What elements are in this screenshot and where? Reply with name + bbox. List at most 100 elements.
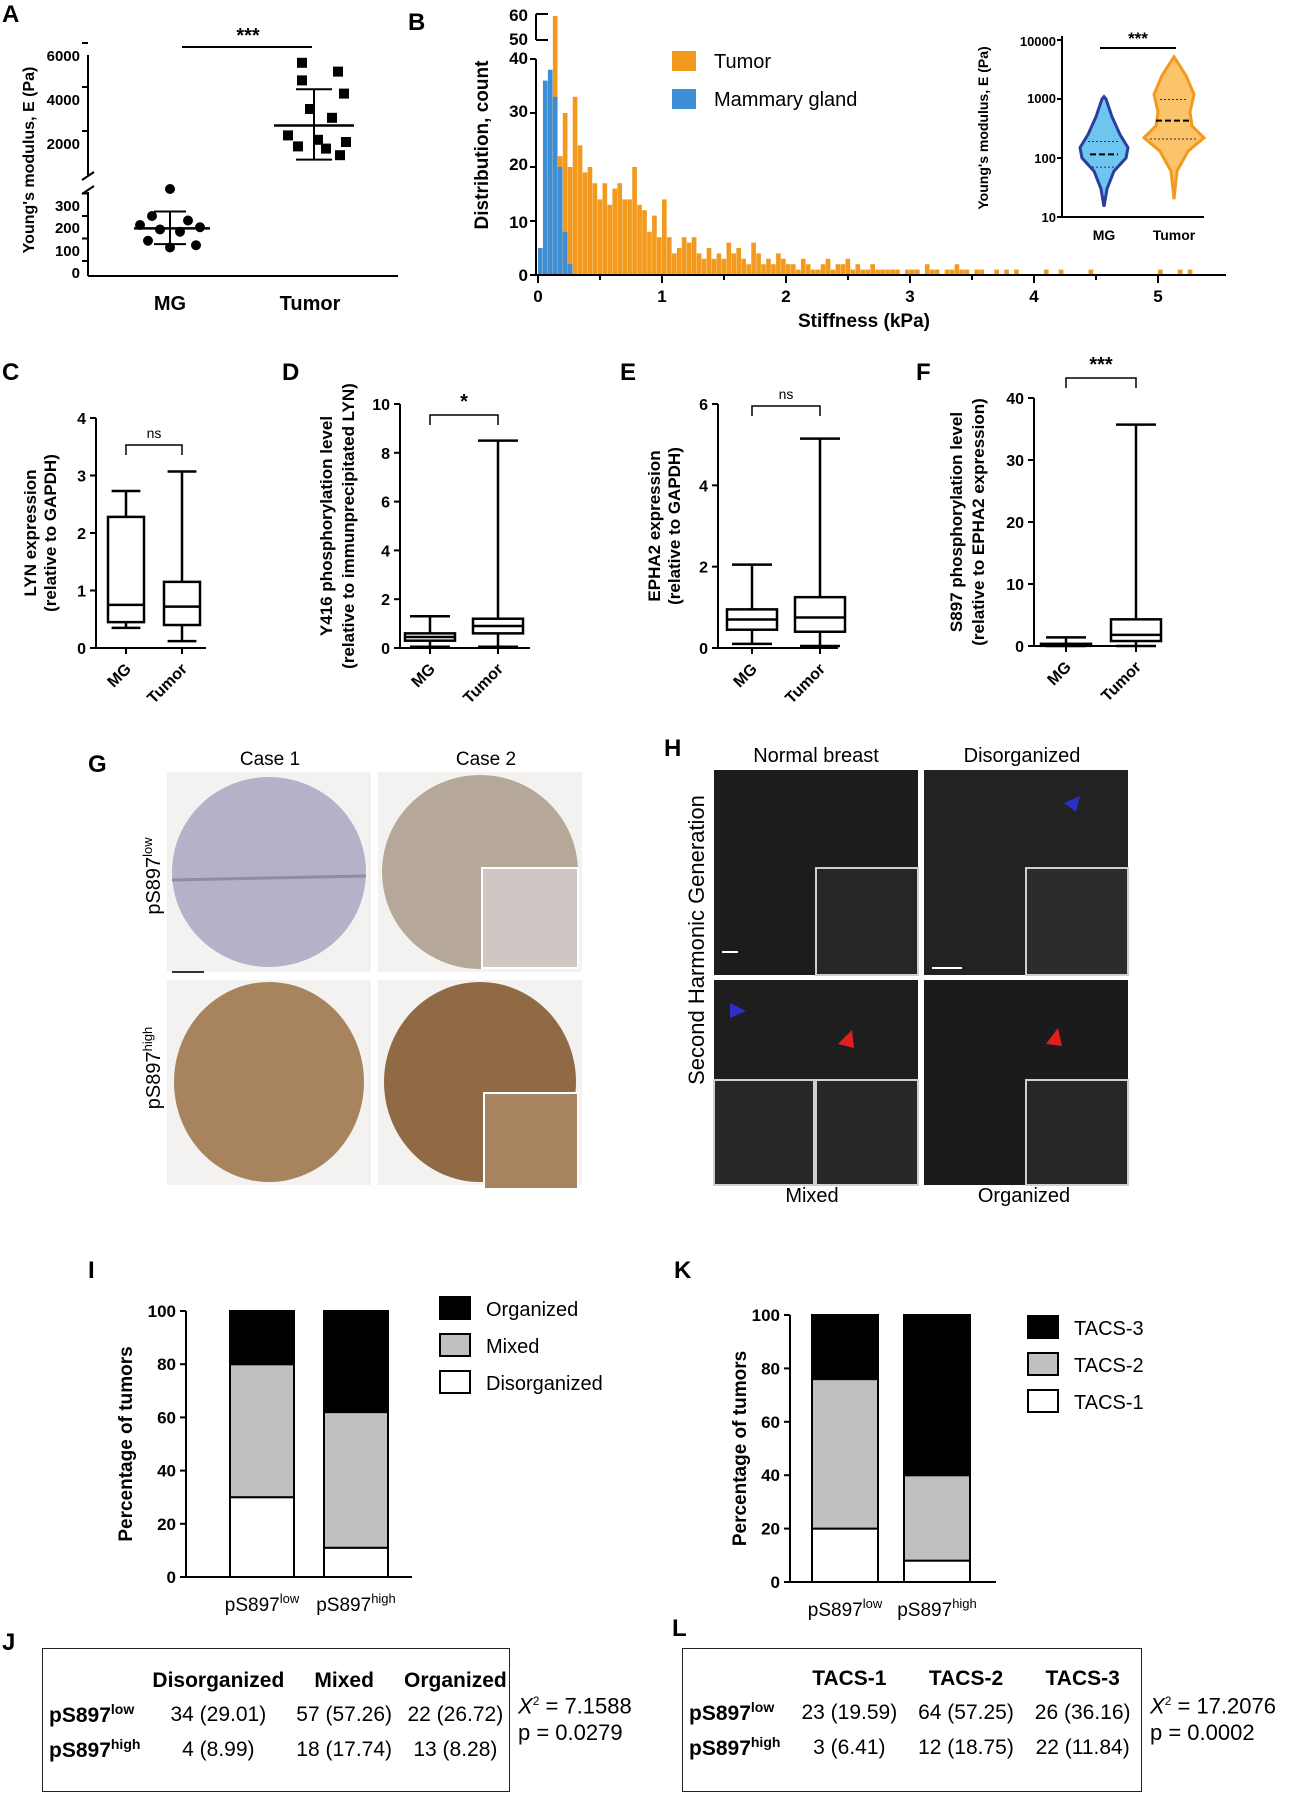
histogram-bar-tumor — [855, 264, 861, 275]
red-arrowhead-icon — [838, 1030, 854, 1048]
table-l: TACS-1 TACS-2 TACS-3 pS897low 23 (19.59)… — [682, 1648, 1142, 1792]
histogram-bar-tumor — [820, 264, 826, 275]
data-point-mg — [183, 215, 193, 226]
panel-c-significance: ns — [147, 425, 162, 441]
histogram-bar-tumor — [870, 264, 875, 275]
table-j-header-1: Disorganized — [152, 1669, 285, 1692]
panel-i-legend-label: Disorganized — [486, 1373, 603, 1395]
shg-inset-normal-breast — [815, 867, 919, 976]
panel-c-ytick: 2 — [77, 526, 86, 543]
ihc-inset-case2-high — [483, 1092, 579, 1190]
panel-i-stacked-bar: Percentage of tumors 0 20 40 60 80 100 pS897low… — [116, 1296, 603, 1616]
histogram-bar-tumor — [666, 237, 672, 275]
panel-letter-a: A — [2, 1, 19, 28]
panel-k-ytick: 60 — [761, 1413, 780, 1432]
panel-f-significance-bracket — [1065, 377, 1137, 388]
histogram-bar-tumor — [974, 269, 980, 275]
panel-d-ylabel: Y416 phosphorylation level — [317, 416, 336, 636]
histogram-bar-tumor — [786, 264, 791, 275]
panel-k-xtick: pS897low — [808, 1596, 883, 1621]
histogram-bar-tumor — [776, 253, 781, 275]
panel-h-bottom-left-label: Mixed — [785, 1185, 838, 1207]
histogram-bar-tumor — [731, 253, 737, 275]
panel-k-legend-swatch — [1027, 1389, 1059, 1413]
data-point-tumor — [313, 134, 323, 145]
panel-b-ytick-40: 40 — [509, 49, 528, 68]
panel-a-xtick-mg: MG — [154, 293, 186, 315]
blue-arrowhead-icon-2 — [730, 1003, 746, 1018]
histogram-bar-mammary-gland — [538, 248, 543, 275]
panel-b-ylabel: Distribution, count — [472, 60, 493, 230]
histogram-bar-tumor — [706, 248, 712, 275]
histogram-bar-tumor — [1043, 269, 1049, 275]
data-point-tumor — [297, 57, 307, 68]
histogram-bar-tumor — [716, 253, 722, 275]
panel-k-ytick: 20 — [761, 1520, 780, 1539]
histogram-bar-tumor — [905, 269, 910, 275]
panel-letter-f: F — [916, 359, 931, 386]
histogram-bar-tumor — [647, 231, 652, 275]
axis-break-mark — [81, 171, 95, 181]
panel-a-xtick-tumor: Tumor — [280, 293, 341, 315]
panel-letter-j: J — [2, 1629, 15, 1656]
panel-c-box — [162, 580, 202, 627]
table-j-stats: X2 = 7.1588 p = 0.0279 — [518, 1693, 632, 1746]
panel-b-xtick-1: 1 — [657, 287, 666, 306]
panel-a-ytick-4000: 4000 — [47, 92, 80, 109]
histogram-bar-tumor — [701, 258, 707, 275]
panel-f-boxplot: S897 phosphorylation level (relative to E… — [947, 354, 1163, 705]
blue-arrowhead-icon — [1064, 796, 1080, 812]
inset-ylabel: Young's modulus, E (Pa) — [975, 46, 991, 209]
data-point-tumor — [297, 75, 307, 86]
panel-letter-i: I — [88, 1257, 95, 1284]
panel-b-ytick-60: 60 — [509, 6, 528, 25]
histogram-bar-tumor — [781, 258, 786, 275]
histogram-bar-tumor — [949, 269, 955, 275]
histogram-bar-tumor — [1177, 269, 1183, 275]
histogram-bar-tumor — [681, 237, 687, 275]
panel-a-scatter: Young's modulus, E (Pa) 6000 4000 2000 3… — [21, 25, 398, 315]
panel-b-xtick-0: 0 — [533, 287, 542, 306]
panel-f-ylabel-sub: (relative to EPHA2 expression) — [969, 398, 988, 646]
panel-d-ytick: 8 — [381, 446, 390, 463]
histogram-bar-tumor — [612, 188, 618, 275]
panel-c-ytick: 4 — [77, 411, 86, 428]
table-row: pS897high 4 (8.99) 18 (17.74) 13 (8.28) — [49, 1736, 498, 1762]
histogram-bar-mammary-gland — [542, 80, 548, 275]
histogram-bar-tumor — [840, 264, 846, 275]
panel-letter-b: B — [408, 9, 425, 36]
legend-swatch-mammary-gland — [672, 89, 696, 109]
histogram-bar-tumor — [771, 264, 776, 275]
panel-h-side-label: Second Harmonic Generation — [684, 795, 709, 1085]
panel-c-ylabel-sub: (relative to GAPDH) — [41, 454, 60, 612]
panel-i-legend-swatch — [439, 1370, 471, 1394]
histogram-bar-tumor — [815, 269, 821, 275]
panel-k-legend-swatch — [1027, 1352, 1059, 1376]
panel-letter-e: E — [620, 359, 636, 386]
histogram-bar-tumor — [572, 96, 578, 275]
panel-e-ytick: 4 — [699, 478, 708, 495]
table-row: pS897low 34 (29.01) 57 (57.26) 22 (26.72… — [49, 1701, 504, 1727]
panel-d-boxplot: Y416 phosphorylation level (relative to i… — [317, 383, 530, 707]
data-point-tumor — [327, 112, 337, 123]
panel-k-segment-tacs-1 — [811, 1527, 879, 1583]
histogram-bar-tumor — [652, 215, 657, 275]
panel-k-ytick: 0 — [771, 1573, 780, 1592]
shg-inset-mixed-b — [815, 1079, 919, 1186]
inset-xtick-mg: MG — [1093, 227, 1116, 243]
data-point-mg — [147, 211, 157, 221]
data-point-tumor — [335, 150, 345, 161]
panel-e-ylabel: EPHA2 expression — [645, 450, 664, 601]
histogram-bar-tumor — [954, 264, 960, 275]
histogram-bar-tumor — [914, 269, 920, 275]
panel-f-significance: *** — [1089, 354, 1113, 376]
histogram-bar-tumor — [756, 253, 761, 275]
panel-i-legend-swatch — [439, 1296, 471, 1320]
histogram-bar-tumor — [800, 258, 806, 275]
histogram-bar-mammary-gland — [567, 264, 573, 275]
histogram-bar-mammary-gland — [552, 96, 558, 275]
panel-g-case2-label: Case 2 — [456, 749, 516, 770]
data-point-tumor — [339, 88, 349, 99]
histogram-bar-tumor — [860, 269, 866, 275]
histogram-bar-tumor — [845, 258, 851, 275]
